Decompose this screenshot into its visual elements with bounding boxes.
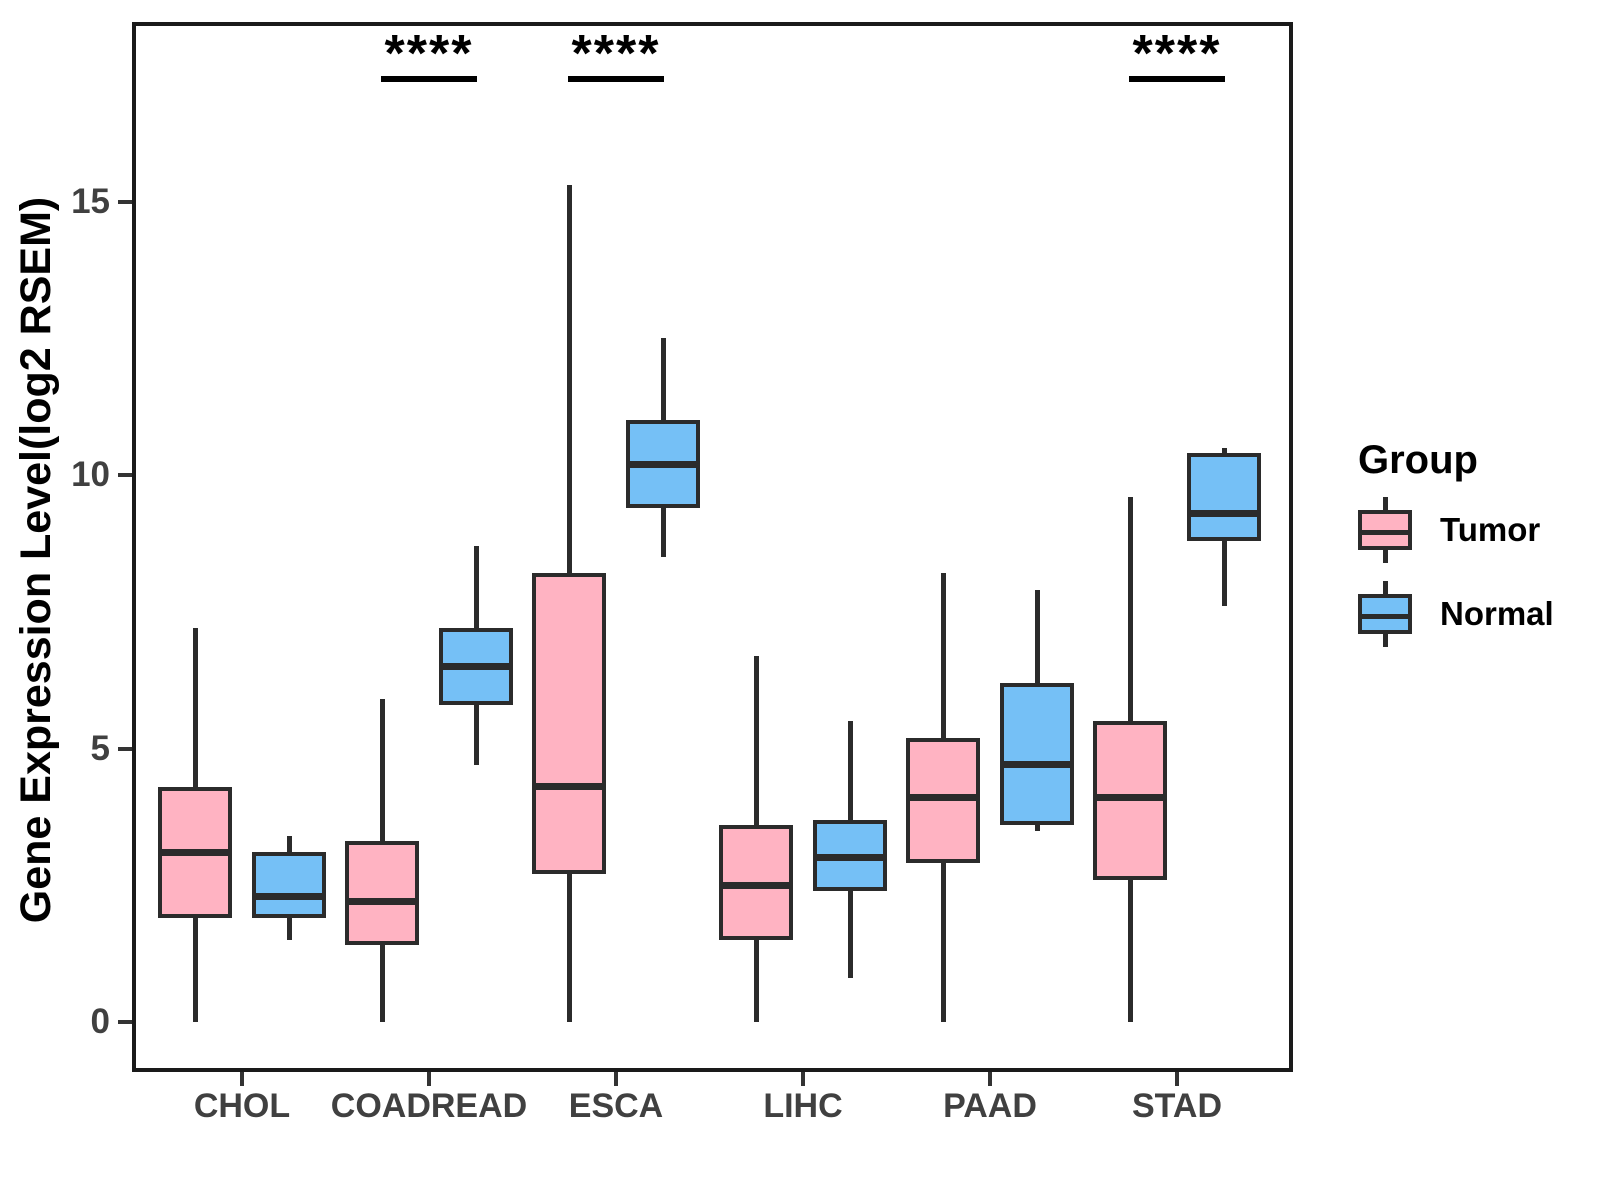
lower-whisker-normal-esca	[660, 507, 666, 558]
legend: Group Tumor Normal	[1330, 438, 1590, 665]
legend-label-tumor: Tumor	[1440, 511, 1541, 548]
significance-stars-esca: ****	[571, 25, 661, 83]
y-axis-tick	[118, 199, 132, 204]
y-axis-tick	[118, 1020, 132, 1024]
x-axis-tick	[988, 1072, 992, 1086]
legend-label-normal: Normal	[1440, 595, 1554, 632]
lower-whisker-tumor-esca	[566, 874, 572, 1022]
key-whisker-top	[1382, 497, 1388, 510]
upper-whisker-normal-paad	[1034, 589, 1040, 683]
lower-whisker-tumor-lihc	[753, 939, 759, 1022]
x-axis-tick	[427, 1072, 431, 1086]
x-axis-tick-label-chol: CHOL	[193, 1087, 291, 1125]
x-axis-tick-label-esca: ESCA	[568, 1087, 664, 1125]
x-axis-tick-label-lihc: LIHC	[763, 1087, 843, 1125]
upper-whisker-tumor-stad	[1127, 496, 1133, 722]
x-axis-tick	[1175, 1072, 1179, 1086]
significance-stars-stad: ****	[1132, 25, 1222, 83]
upper-whisker-normal-esca	[660, 338, 666, 421]
median-tumor-stad	[1093, 794, 1167, 802]
key-median-line	[1358, 614, 1412, 619]
lower-whisker-normal-stad	[1221, 540, 1227, 607]
x-axis-tick-label-stad: STAD	[1131, 1087, 1223, 1125]
upper-whisker-normal-stad	[1221, 447, 1227, 454]
upper-whisker-tumor-lihc	[753, 655, 759, 826]
median-tumor-paad	[906, 794, 980, 802]
box-normal-stad	[1187, 453, 1261, 541]
tumor-boxplot-key-icon	[1358, 497, 1412, 563]
lower-whisker-tumor-stad	[1127, 879, 1133, 1022]
median-tumor-coadread	[345, 898, 419, 906]
lower-whisker-tumor-chol	[192, 918, 198, 1022]
x-axis-tick	[614, 1072, 618, 1086]
key-whisker-bottom	[1382, 550, 1388, 563]
upper-whisker-normal-coadread	[473, 546, 479, 629]
y-axis-tick-label: 5	[90, 728, 110, 768]
x-axis-tick	[801, 1072, 805, 1086]
x-axis-tick-label-coadread: COADREAD	[330, 1087, 528, 1125]
median-normal-paad	[1000, 761, 1074, 769]
y-axis-tick-label: 0	[90, 1002, 110, 1041]
y-axis-tick-label: 15	[71, 181, 110, 221]
box-normal-paad	[1000, 682, 1074, 826]
box-tumor-coadread	[345, 841, 419, 946]
median-normal-stad	[1187, 509, 1261, 517]
y-axis-tick	[118, 473, 132, 477]
upper-whisker-tumor-chol	[192, 628, 198, 787]
lower-whisker-tumor-coadread	[379, 945, 385, 1022]
upper-whisker-normal-lihc	[847, 721, 853, 820]
y-axis-tick	[118, 746, 132, 751]
upper-whisker-tumor-coadread	[379, 699, 385, 842]
x-axis-tick-label-paad: PAAD	[943, 1087, 1037, 1125]
lower-whisker-normal-paad	[1034, 825, 1040, 831]
key-median-line	[1358, 530, 1412, 535]
median-normal-coadread	[439, 662, 513, 670]
significance-bar-stad	[1129, 76, 1225, 82]
key-whisker-bottom	[1382, 634, 1388, 647]
legend-title: Group	[1358, 438, 1478, 482]
y-axis-tick-label: 10	[71, 455, 110, 494]
legend-item-normal: Normal	[1358, 581, 1590, 647]
lower-whisker-tumor-paad	[940, 863, 946, 1022]
box-normal-chol	[252, 852, 326, 919]
box-tumor-esca	[532, 573, 606, 875]
median-normal-esca	[626, 460, 700, 468]
upper-whisker-tumor-paad	[940, 573, 946, 738]
x-axis-tick	[240, 1072, 244, 1086]
median-normal-chol	[252, 892, 326, 900]
normal-boxplot-key-icon	[1358, 581, 1412, 647]
upper-whisker-tumor-esca	[566, 185, 572, 574]
significance-stars-coadread: ****	[384, 25, 474, 83]
median-tumor-chol	[158, 848, 232, 856]
lower-whisker-normal-coadread	[473, 704, 479, 765]
significance-bar-esca	[568, 76, 664, 82]
key-box	[1358, 594, 1412, 634]
significance-bar-coadread	[381, 76, 477, 82]
lower-whisker-normal-chol	[286, 918, 292, 940]
upper-whisker-normal-chol	[286, 836, 292, 853]
key-whisker-top	[1382, 581, 1388, 594]
key-box	[1358, 510, 1412, 550]
lower-whisker-normal-lihc	[847, 890, 853, 979]
legend-item-tumor: Tumor	[1358, 497, 1590, 563]
median-tumor-esca	[532, 783, 606, 791]
median-tumor-lihc	[719, 881, 793, 889]
median-normal-lihc	[813, 854, 887, 862]
